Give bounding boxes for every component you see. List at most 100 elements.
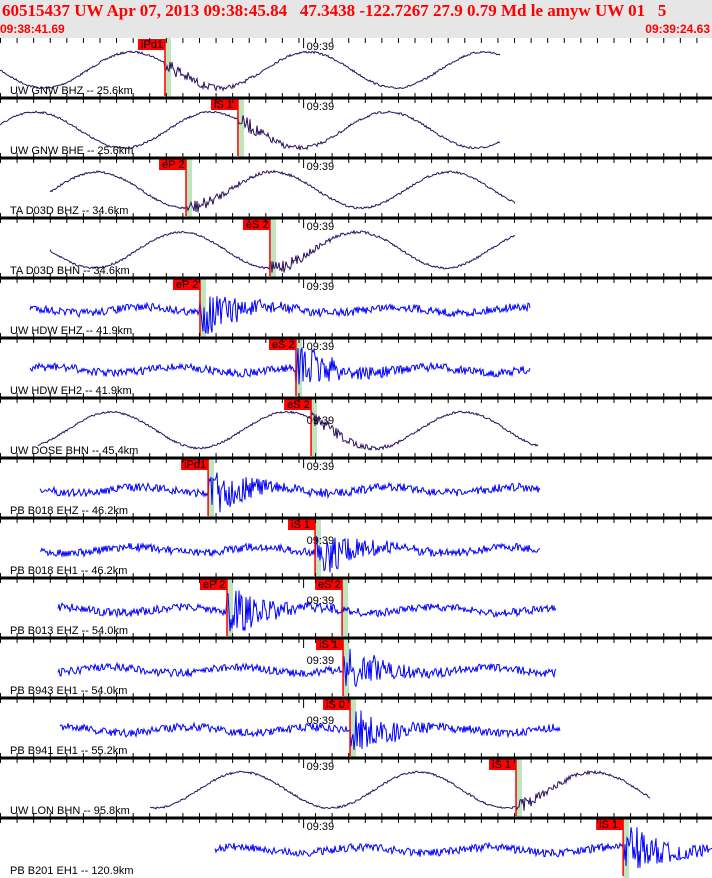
station-label: UW HDW EH2 -- 41.9km <box>10 385 132 397</box>
trace-row[interactable]: 09:39 iS 1 PB B943 EH1 -- 54.0km <box>10 638 557 698</box>
minute-label: 09:39 <box>307 281 335 293</box>
pick-label-box[interactable] <box>242 219 270 230</box>
end-time: 09:39:24.63 <box>645 22 710 36</box>
trace-row[interactable]: 09:39 eS 2 UW HDW EH2 -- 41.9km <box>10 338 531 398</box>
minute-label: 09:39 <box>307 595 335 607</box>
trace-row[interactable]: 09:39 iS 1 PB B018 EH1 -- 46.2km <box>10 518 541 578</box>
station-label: PB B201 EH1 -- 120.9km <box>10 865 134 877</box>
theoretical-arrival-band <box>199 278 206 338</box>
trace-row[interactable]: 09:39 eP 2 TA D03D BHZ -- 34.6km <box>10 158 516 218</box>
pick-label: eP 2 <box>176 279 198 291</box>
trace-row[interactable]: 09:39 eS 2 TA D03D BHN -- 34.6km <box>10 218 516 278</box>
pick-label: iS 1 <box>291 519 310 531</box>
pick-label: iS 0 <box>326 699 345 711</box>
waveform-trace <box>29 346 531 385</box>
pick-label-box[interactable] <box>596 819 624 830</box>
station-label: PB B941 EH1 -- 55.2km <box>10 745 127 757</box>
minute-label: 09:39 <box>307 41 335 53</box>
phase-pick[interactable]: iS 0 <box>323 699 351 756</box>
event-header: 60515437 UW Apr 07, 2013 09:38:45.84 47.… <box>0 0 712 38</box>
phase-pick[interactable]: eS 2 <box>242 219 271 276</box>
waveform-trace <box>0 50 501 92</box>
pick-label: iS 1 <box>492 759 511 771</box>
station-label: UW HDW EHZ -- 41.9km <box>10 325 132 337</box>
theoretical-arrival-band <box>623 818 630 878</box>
pick-label: iS 1 <box>599 819 618 831</box>
theoretical-arrival-band <box>516 758 523 818</box>
seismogram-panel[interactable]: 09:39 iPd1 UW GNW BHZ -- 25.6km 09:39 iS 1 UW… <box>0 38 712 878</box>
theoretical-arrival-band <box>226 578 233 638</box>
pick-label-box[interactable] <box>316 639 344 650</box>
minute-label: 09:39 <box>307 715 335 727</box>
theoretical-arrival-band <box>342 578 349 638</box>
minute-label: 09:39 <box>307 415 335 427</box>
waveform-trace <box>57 590 557 632</box>
station-label: PB B018 EHZ -- 46.2km <box>10 505 128 517</box>
pick-label: eS 2 <box>272 339 295 351</box>
pick-label: eS 2 <box>318 579 341 591</box>
phase-pick[interactable]: eS 2 <box>268 339 297 396</box>
waveform-trace <box>59 710 561 750</box>
phase-pick[interactable]: iS 1 <box>489 759 517 816</box>
trace-row[interactable]: 09:39 eS 2 UW DOSE BHN -- 45.4km <box>10 398 539 458</box>
station-label: UW DOSE BHN -- 45.4km <box>10 445 138 457</box>
start-time: 09:38:41.69 <box>0 22 65 36</box>
pick-label-box[interactable] <box>268 339 296 350</box>
waveform-trace <box>57 648 557 688</box>
station-label: UW GNW BHZ -- 25.6km <box>10 85 133 97</box>
phase-pick[interactable]: eS 2 <box>284 399 312 456</box>
pick-label-box[interactable] <box>489 759 517 770</box>
phase-pick[interactable]: eS 2 <box>315 579 343 636</box>
pick-label-box[interactable] <box>199 579 227 590</box>
phase-pick[interactable]: iS 1 <box>210 99 239 156</box>
pick-label: eS 2 <box>287 399 310 411</box>
trace-row[interactable]: 09:39 iS 1 PB B201 EH1 -- 120.9km <box>10 818 712 878</box>
trace-row[interactable]: 09:39 iPd1 UW GNW BHZ -- 25.6km <box>0 38 501 98</box>
trace-row[interactable]: 09:39 iS 1 UW GNW BHE -- 25.6km <box>0 98 501 158</box>
pick-label: iPd1 <box>184 459 206 471</box>
phase-pick[interactable]: eP 2 <box>172 279 201 336</box>
waveform-trace <box>214 827 712 869</box>
station-label: PB B013 EHZ -- 54.0km <box>10 625 128 637</box>
trace-row[interactable]: 09:39 iS 1 UW LON BHN -- 95.8km <box>10 758 651 818</box>
pick-label-box[interactable] <box>323 699 351 710</box>
station-label: TA D03D BHN -- 34.6km <box>10 265 130 277</box>
minute-label: 09:39 <box>307 341 335 353</box>
theoretical-arrival-band <box>269 218 276 278</box>
waveform-trace <box>40 535 541 573</box>
phase-pick[interactable]: iPd1 <box>137 39 166 96</box>
pick-label-box[interactable] <box>159 159 187 170</box>
minute-label: 09:39 <box>307 535 335 547</box>
pick-label-box[interactable] <box>181 459 209 470</box>
minute-label: 09:39 <box>307 161 335 173</box>
phase-pick[interactable]: iS 1 <box>288 519 316 576</box>
waveform-trace <box>49 169 516 213</box>
waveform-trace <box>0 110 501 151</box>
pick-label: eP 2 <box>162 159 184 171</box>
pick-label: iS 1 <box>319 639 338 651</box>
waveform-trace <box>149 769 651 811</box>
pick-label-box[interactable] <box>210 99 238 110</box>
phase-pick[interactable]: iS 1 <box>596 819 624 876</box>
pick-label-box[interactable] <box>315 579 343 590</box>
phase-pick[interactable]: iS 1 <box>316 639 344 696</box>
minute-label: 09:39 <box>307 461 335 473</box>
pick-label-box[interactable] <box>284 399 312 410</box>
station-label: TA D03D BHZ -- 34.6km <box>10 205 128 217</box>
trace-row[interactable]: 09:39 eP 2 eS 2 PB B013 EHZ -- 54.0km <box>10 578 557 638</box>
phase-pick[interactable]: eP 2 <box>199 579 228 636</box>
waveform-trace <box>29 296 531 335</box>
theoretical-arrival-band <box>186 158 193 218</box>
theoretical-arrival-band <box>350 698 357 758</box>
trace-row[interactable]: 09:39 iPd1 PB B018 EHZ -- 46.2km <box>10 458 541 518</box>
phase-pick[interactable]: eP 2 <box>159 159 187 216</box>
minute-label: 09:39 <box>307 761 335 773</box>
pick-label-box[interactable] <box>288 519 316 530</box>
pick-label-box[interactable] <box>137 39 165 50</box>
waveform-trace <box>39 472 541 513</box>
phase-pick[interactable]: iPd1 <box>181 459 209 516</box>
pick-label: eP 2 <box>203 579 225 591</box>
trace-row[interactable]: 09:39 iS 0 PB B941 EH1 -- 55.2km <box>10 698 561 758</box>
pick-label-box[interactable] <box>172 279 200 290</box>
trace-row[interactable]: 09:39 eP 2 UW HDW EHZ -- 41.9km <box>10 278 531 338</box>
